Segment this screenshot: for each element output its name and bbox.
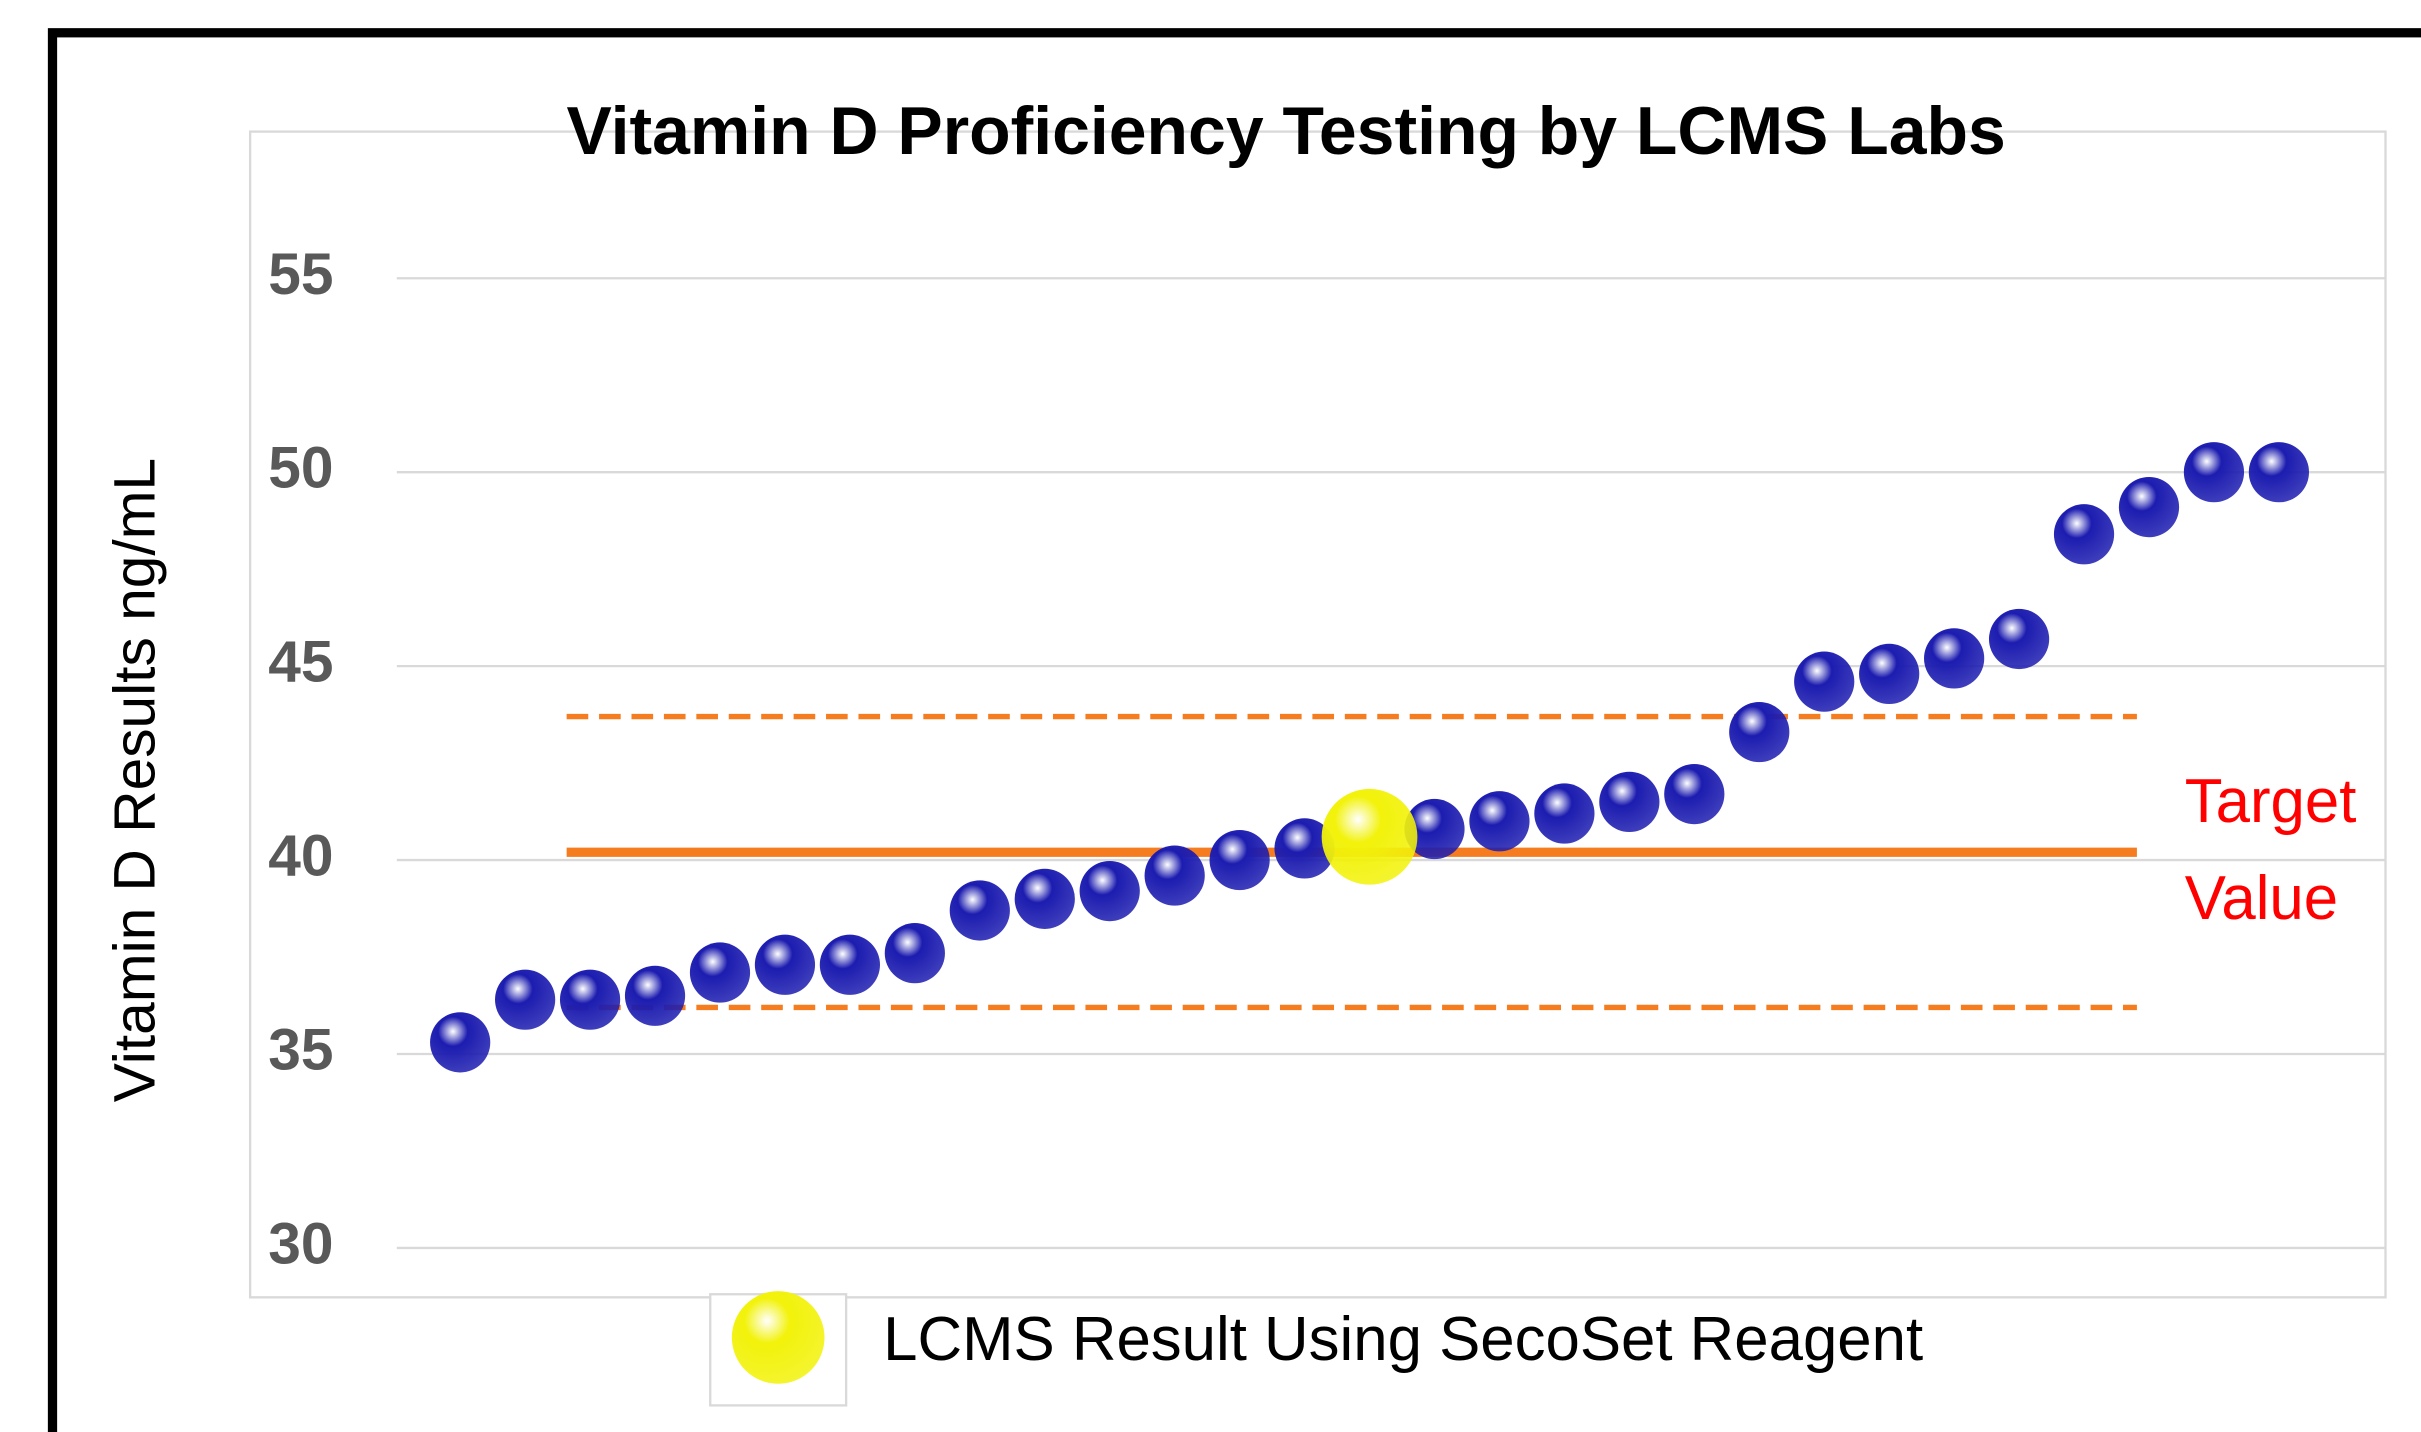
y-tick-label: 35 — [268, 1017, 333, 1082]
data-point — [819, 934, 881, 995]
y-tick-label: 30 — [268, 1211, 333, 1276]
y-tick-label: 55 — [268, 242, 333, 307]
data-point — [1014, 868, 1075, 929]
data-point — [884, 923, 945, 984]
data-point — [1469, 791, 1530, 852]
data-point — [1859, 643, 1920, 704]
data-point — [1794, 651, 1855, 712]
legend-label: LCMS Result Using SecoSet Reagent — [883, 1305, 1923, 1374]
data-point — [1321, 788, 1418, 885]
reference-label: Target Value — [2185, 767, 2357, 933]
data-point — [1988, 608, 2050, 670]
frame — [47, 28, 2421, 1432]
y-tick-label: 40 — [268, 824, 333, 889]
data-point — [1664, 764, 1725, 825]
data-point — [2053, 504, 2115, 565]
data-point — [1729, 701, 1790, 763]
data-point — [1534, 783, 1595, 844]
data-point — [754, 934, 816, 995]
data-point — [1599, 771, 1660, 832]
data-point — [689, 942, 751, 1003]
data-point — [1079, 860, 1140, 922]
data-point — [2118, 477, 2180, 538]
chart-area — [248, 130, 2387, 1299]
legend-marker — [731, 1291, 825, 1384]
data-point — [559, 969, 621, 1030]
data-point — [1209, 829, 1270, 891]
data-point — [1144, 845, 1205, 906]
data-point — [949, 880, 1010, 941]
data-point — [430, 1012, 491, 1073]
data-point — [1274, 818, 1335, 879]
data-point — [495, 969, 556, 1030]
y-tick-label: 50 — [268, 436, 333, 501]
data-point — [1924, 628, 1985, 689]
data-point — [2183, 442, 2245, 503]
data-point — [624, 965, 686, 1026]
chart-title: Vitamin D Proficiency Testing by LCMS La… — [567, 94, 2006, 169]
data-point — [2248, 442, 2310, 503]
y-tick-label: 45 — [268, 630, 333, 695]
y-axis-label: Vitamin D Results ng/mL — [102, 458, 167, 1102]
data-point — [1404, 798, 1465, 860]
